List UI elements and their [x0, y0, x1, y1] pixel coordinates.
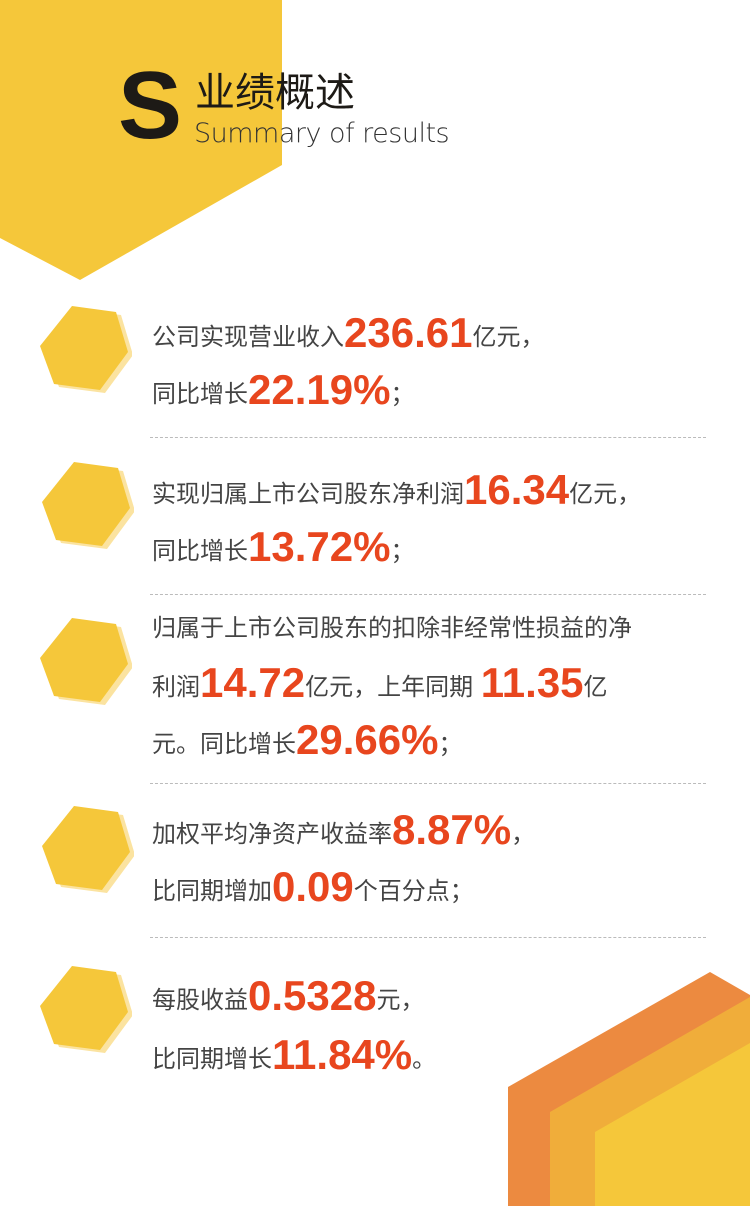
punctuation: ，: [511, 820, 536, 848]
unit-text: 亿元，: [569, 480, 642, 508]
deducted-growth-value: 29.66%: [296, 716, 439, 763]
punctuation: ；: [438, 730, 463, 758]
revenue-growth-value: 22.19%: [248, 366, 391, 413]
deducted-net-profit-value: 14.72: [200, 659, 306, 706]
eps-value: 0.5328: [248, 972, 377, 1019]
result-line: 实现归属上市公司股东净利润16.34亿元，: [152, 465, 641, 519]
roe-value: 8.87%: [392, 806, 512, 853]
net-profit-growth-value: 13.72%: [248, 523, 391, 570]
result-line: 利润14.72亿元，上年同期 11.35亿: [152, 658, 608, 712]
result-line: 每股收益0.5328元，: [152, 971, 424, 1025]
revenue-value: 236.61: [344, 309, 473, 356]
result-line: 归属于上市公司股东的扣除非经常性损益的净: [152, 603, 632, 653]
page-title: 业绩概述: [195, 70, 355, 116]
divider: [150, 594, 706, 595]
section-letter: S: [118, 52, 183, 159]
hexagon-icon: [40, 618, 132, 705]
divider: [150, 783, 706, 784]
label-text: 每股收益: [152, 986, 248, 1014]
hexagon-icon: [42, 462, 134, 549]
page-subtitle: Summary of results: [194, 118, 450, 149]
eps-growth-value: 11.84%: [272, 1031, 413, 1078]
label-text: 同比增长: [152, 380, 248, 408]
divider: [150, 437, 706, 438]
hexagon-icon: [40, 306, 132, 393]
label-text: 同比增长: [152, 537, 248, 565]
label-text: 归属于上市公司股东的扣除非经常性损益的净: [152, 614, 632, 642]
result-line: 同比增长22.19%；: [152, 365, 414, 419]
result-line: 公司实现营业收入236.61亿元，: [152, 308, 544, 362]
hexagon-icon: [42, 806, 134, 893]
label-text: 比同期增长: [152, 1045, 272, 1073]
unit-text: 个百分点；: [353, 877, 474, 905]
label-text: 比同期增加: [152, 877, 272, 905]
punctuation: ；: [390, 380, 415, 408]
label-text: 加权平均净资产收益率: [152, 820, 392, 848]
unit-text: 元，: [376, 986, 425, 1014]
unit-text: 亿: [583, 673, 608, 701]
header-banner-shape: [0, 0, 282, 280]
result-line: 比同期增长11.84%。: [152, 1030, 436, 1084]
label-text: 亿元，上年同期: [305, 673, 481, 701]
label-text: 实现归属上市公司股东净利润: [152, 480, 464, 508]
net-profit-value: 16.34: [464, 466, 570, 513]
label-text: 公司实现营业收入: [152, 323, 344, 351]
punctuation: ；: [390, 537, 415, 565]
punctuation: 。: [412, 1045, 437, 1073]
result-line: 同比增长13.72%；: [152, 522, 414, 576]
hexagon-icon: [40, 966, 132, 1053]
label-text: 利润: [152, 673, 200, 701]
result-line: 元。同比增长29.66%；: [152, 715, 462, 769]
result-line: 加权平均净资产收益率8.87%，: [152, 805, 535, 859]
divider: [150, 937, 706, 938]
unit-text: 亿元，: [472, 323, 545, 351]
label-text: 元。同比增长: [152, 730, 296, 758]
result-line: 比同期增加0.09个百分点；: [152, 862, 474, 916]
prior-year-value: 11.35: [480, 659, 584, 706]
roe-change-value: 0.09: [272, 863, 354, 910]
